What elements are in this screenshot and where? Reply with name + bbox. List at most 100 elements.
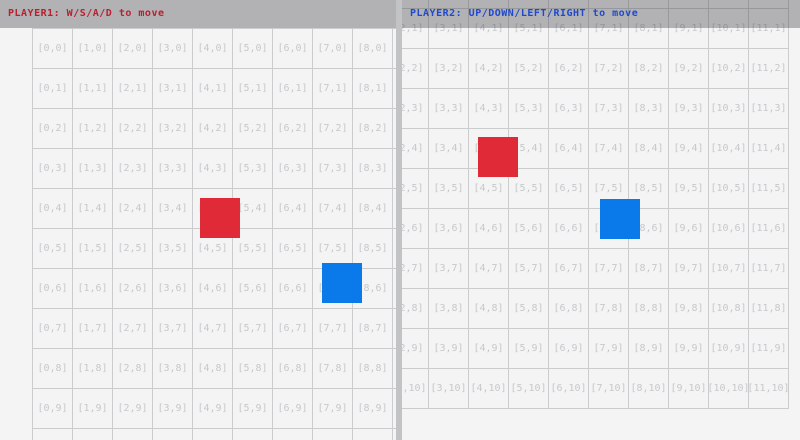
grid-cell: [10,4] <box>709 129 749 169</box>
grid-cell: [7,2] <box>313 109 353 149</box>
grid-cell: [6,7] <box>273 309 313 349</box>
grid-cell: [4,8] <box>469 289 509 329</box>
grid-cell: [4,7] <box>193 309 233 349</box>
grid-cell: [8,9] <box>629 329 669 369</box>
grid-cell: [9,1] <box>393 69 396 109</box>
grid-cell: [9,9] <box>669 329 709 369</box>
grid-cell: [0,2] <box>33 109 73 149</box>
grid-cell: [3,8] <box>429 289 469 329</box>
grid-cell: [4,3] <box>193 149 233 189</box>
grid-cell: [10,8] <box>709 289 749 329</box>
grid-cell: [5,6] <box>509 209 549 249</box>
grid-cell: [5,4] <box>509 129 549 169</box>
grid-cell: [11,8] <box>749 289 789 329</box>
grid-cell: [0,4] <box>33 189 73 229</box>
grid-cell: [5,3] <box>509 89 549 129</box>
grid-cell: [6,9] <box>549 329 589 369</box>
player1-viewport[interactable]: [0,0] [1,0] [2,0] [3,0] [4,0] [5,0] [6,0] [7,0]… <box>0 0 396 440</box>
grid-cell: [3,4] <box>153 189 193 229</box>
grid-cell: [8,4] <box>629 129 669 169</box>
grid-cell: [11,1] <box>749 9 789 49</box>
grid-cell: [6,0] <box>549 0 589 9</box>
grid-cell: [7,3] <box>313 149 353 189</box>
grid-cell: [1,9] <box>73 389 113 429</box>
grid-cell: [5,9] <box>233 389 273 429</box>
grid-cell: [6,4] <box>273 189 313 229</box>
grid-cell: [6,6] <box>273 269 313 309</box>
grid-cell: [6,5] <box>549 169 589 209</box>
grid-cell: [9,1] <box>669 9 709 49</box>
grid-cell: [6,10] <box>273 429 313 440</box>
grid-cell: [6,8] <box>273 349 313 389</box>
grid-cell: [2,3] <box>402 89 429 129</box>
grid-cell: [4,8] <box>193 349 233 389</box>
panel-divider <box>396 0 402 440</box>
grid-cell: [6,7] <box>549 249 589 289</box>
grid-cell: [4,3] <box>469 89 509 129</box>
grid-cell: [6,3] <box>273 149 313 189</box>
grid-cell: [7,0] <box>313 29 353 69</box>
grid-cell: [5,0] <box>509 0 549 9</box>
grid-cell: [2,7] <box>113 309 153 349</box>
grid-cell: [8,3] <box>629 89 669 129</box>
grid-cell: [4,10] <box>193 429 233 440</box>
grid-cell: [6,6] <box>549 209 589 249</box>
grid-cell: [4,2] <box>469 49 509 89</box>
grid-cell: [9,4] <box>669 129 709 169</box>
grid-cell: [8,0] <box>353 29 393 69</box>
grid-cell: [1,3] <box>73 149 113 189</box>
grid-cell: [8,8] <box>353 349 393 389</box>
player2-blue-square <box>600 199 640 239</box>
grid-cell: [7,4] <box>589 129 629 169</box>
grid-cell: [5,7] <box>233 309 273 349</box>
grid-cell: [2,3] <box>113 149 153 189</box>
grid-cell: [5,10] <box>509 369 549 409</box>
grid-cell: [2,5] <box>402 169 429 209</box>
grid-cell: [3,2] <box>429 49 469 89</box>
grid-cell: [10,5] <box>709 169 749 209</box>
grid-cell: [2,5] <box>113 229 153 269</box>
grid-cell: [10,2] <box>709 49 749 89</box>
grid-cell: [8,0] <box>629 0 669 9</box>
grid-cell: [6,3] <box>549 89 589 129</box>
grid-cell: [5,3] <box>233 149 273 189</box>
grid-cell: [9,2] <box>669 49 709 89</box>
grid-cell: [8,7] <box>629 249 669 289</box>
grid-cell: [4,0] <box>193 29 233 69</box>
grid-cell: [3,6] <box>429 209 469 249</box>
grid-cell: [3,10] <box>429 369 469 409</box>
grid-cell: [5,9] <box>509 329 549 369</box>
grid-cell: [9,10] <box>669 369 709 409</box>
player1-red-square <box>478 137 518 177</box>
grid-cell: [9,0] <box>669 0 709 9</box>
grid-cell: [11,6] <box>749 209 789 249</box>
grid-cell: [8,8] <box>629 289 669 329</box>
grid-cell: [5,5] <box>233 229 273 269</box>
grid-cell: [4,9] <box>193 389 233 429</box>
player1-hud: PLAYER1: W/S/A/D to move <box>0 0 396 28</box>
grid-cell: [0,7] <box>33 309 73 349</box>
grid-cell: [1,5] <box>73 229 113 269</box>
player2-viewport[interactable]: [0,0][1,0][2,0][3,0][4,0][5,0][6,0][7,0]… <box>402 0 800 440</box>
grid-cell: [3,1] <box>429 9 469 49</box>
grid-cell: [9,5] <box>393 229 396 269</box>
grid-cell: [6,5] <box>273 229 313 269</box>
grid-cell: [6,10] <box>549 369 589 409</box>
grid-cell: [6,2] <box>549 49 589 89</box>
grid-cell: [2,6] <box>402 209 429 249</box>
grid-cell: [10,9] <box>709 329 749 369</box>
grid-cell: [2,0] <box>402 0 429 9</box>
grid-cell: [7,9] <box>589 329 629 369</box>
grid-cell: [3,2] <box>153 109 193 149</box>
grid-cell: [0,8] <box>33 349 73 389</box>
grid-cell: [2,8] <box>402 289 429 329</box>
grid-cell: [6,2] <box>273 109 313 149</box>
grid-cell: [2,9] <box>402 329 429 369</box>
grid-cell: [7,7] <box>313 309 353 349</box>
grid-cell: [7,0] <box>589 0 629 9</box>
grid-cell: [8,10] <box>353 429 393 440</box>
grid-cell: [5,5] <box>509 169 549 209</box>
grid-cell: [9,2] <box>393 109 396 149</box>
player2-hud-text: PLAYER2: UP/DOWN/LEFT/RIGHT to move <box>410 8 639 19</box>
grid-cell: [9,8] <box>669 289 709 329</box>
